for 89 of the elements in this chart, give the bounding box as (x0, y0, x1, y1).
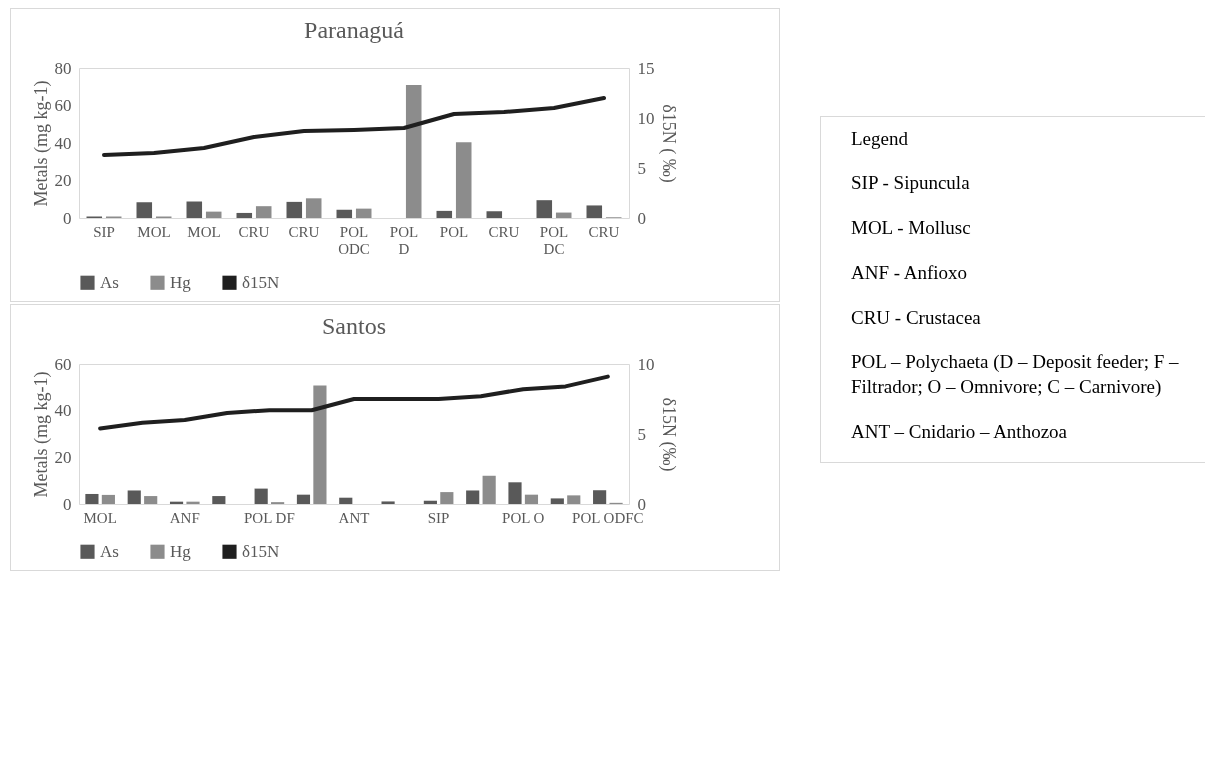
x-tick-label: POL (439, 223, 469, 240)
y-tick-label: 40 (54, 133, 72, 153)
x-tick-label: POL D (389, 223, 419, 257)
bar (136, 202, 153, 218)
text: MOL - Mollusc (851, 216, 972, 241)
legend-label: δ15N (242, 541, 280, 561)
bar (101, 494, 115, 504)
bar (455, 142, 472, 218)
x-tick-label: POL O (502, 509, 545, 526)
bar (186, 201, 203, 218)
y-tick-label: 60 (54, 354, 72, 374)
bar (436, 210, 453, 218)
y2-tick-label: 10 (637, 354, 655, 374)
legend-label: Hg (170, 272, 192, 292)
bar (423, 500, 437, 504)
bar (440, 492, 454, 504)
bar (144, 496, 158, 504)
y2-tick-label: 5 (637, 424, 646, 444)
chart-title: Santos (321, 313, 387, 339)
bar (555, 212, 572, 218)
bar (127, 490, 141, 504)
y-axis-title: Metals (mg kg-1) (30, 80, 52, 207)
y-tick-label: 80 (54, 58, 72, 78)
bar (296, 494, 311, 504)
y2-tick-label: 0 (637, 208, 646, 228)
bar (486, 211, 503, 218)
bar (550, 498, 564, 504)
bar (482, 475, 496, 504)
bar (254, 488, 268, 504)
x-tick-label: POL DF (244, 509, 295, 526)
bar (85, 493, 99, 504)
text: ANT – Cnidario – Anthozoa (851, 419, 1068, 444)
y2-axis-title: δ15N ( ‰) (657, 104, 679, 183)
line-series (102, 96, 606, 157)
x-tick-label: POL ODC (338, 223, 370, 257)
x-tick-label: SIP (427, 509, 450, 526)
text: CRU - Crustacea (851, 305, 982, 330)
chart-title: Paranaguá (304, 17, 405, 43)
bar (336, 209, 353, 218)
bar (339, 497, 353, 504)
bar (536, 200, 553, 218)
bar (593, 490, 607, 504)
x-tick-label: ANT (338, 509, 370, 526)
bar (405, 85, 422, 218)
x-tick-label: CRU (238, 223, 270, 240)
bar (236, 212, 253, 218)
x-tick-label: POL DC (539, 223, 569, 257)
x-tick-label: CRU (288, 223, 320, 240)
x-tick-label: CRU (588, 223, 620, 240)
bar (355, 208, 372, 218)
bar (186, 501, 200, 504)
x-tick-label: MOL (83, 509, 117, 526)
legend-label: As (100, 272, 119, 292)
y-tick-label: 0 (63, 494, 72, 514)
y2-tick-label: 5 (637, 158, 646, 178)
text: Legend (851, 126, 909, 151)
y2-tick-label: 10 (637, 108, 655, 128)
legend-label: Hg (170, 541, 192, 561)
bar (212, 496, 226, 504)
legend-label: As (100, 541, 119, 561)
bar (205, 211, 222, 218)
x-tick-label: MOL (187, 223, 221, 240)
line-series (98, 374, 610, 431)
x-tick-label: ANF (169, 509, 200, 526)
y-tick-label: 40 (54, 401, 72, 421)
y2-axis-title: δ15N (‰) (657, 397, 679, 472)
bar (305, 198, 322, 218)
text: ANF - Anfioxo (851, 260, 969, 285)
bar (524, 494, 539, 504)
bar (466, 490, 480, 504)
text: POL – Polychaeta (D – Deposit feeder; F –Filtrador; O – Omnivore; C – Carnivore) (851, 350, 1180, 399)
y-tick-label: 0 (63, 208, 72, 228)
y-tick-label: 60 (54, 96, 72, 115)
bar (567, 495, 581, 504)
y-tick-label: 20 (54, 171, 72, 190)
bar (381, 501, 395, 504)
bar (508, 482, 522, 504)
y-tick-label: 20 (54, 447, 72, 467)
bar (313, 385, 327, 504)
text: SIP - Sipuncula (851, 171, 971, 196)
y2-tick-label: 15 (637, 58, 655, 78)
x-tick-label: MOL (137, 223, 171, 240)
x-tick-label: SIP (93, 223, 115, 240)
legend-label: δ15N (242, 272, 280, 292)
x-tick-label: CRU (488, 223, 520, 240)
bar (286, 201, 303, 218)
y-axis-title: Metals (mg kg-1) (30, 371, 52, 498)
bar (586, 205, 603, 218)
bar (255, 206, 272, 218)
